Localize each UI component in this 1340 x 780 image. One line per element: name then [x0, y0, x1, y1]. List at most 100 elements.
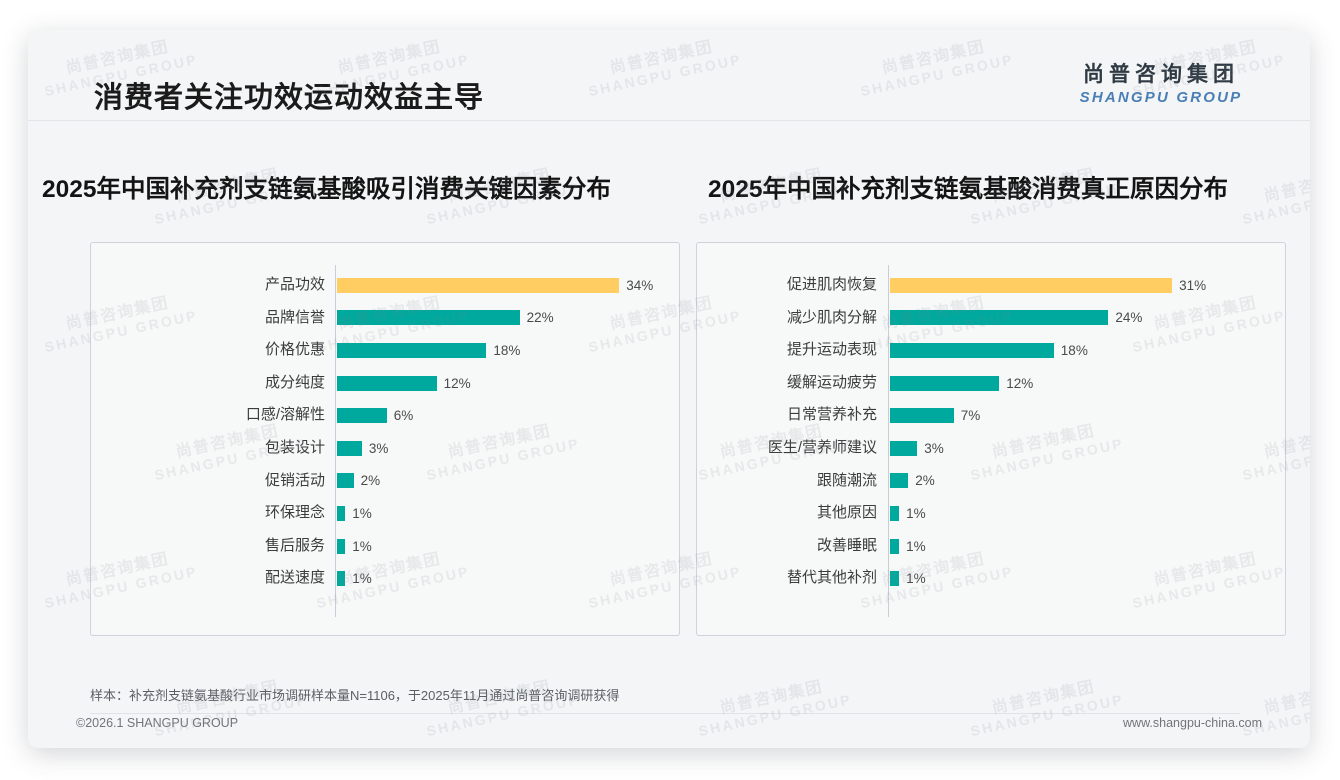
bar — [890, 473, 909, 489]
bar-container: 12% — [890, 367, 1279, 400]
category-label: 环保理念 — [264, 504, 325, 522]
bar — [337, 375, 437, 391]
chart-row: 跟随潮流 2% — [697, 465, 1285, 498]
bar-container: 1% — [890, 497, 1279, 530]
chart-row: 其他原因 1% — [697, 497, 1285, 530]
chart-row: 缓解运动疲劳 12% — [697, 367, 1285, 400]
sample-footnote: 样本：补充剂支链氨基酸行业市场调研样本量N=1106，于2025年11月通过尚普… — [90, 685, 1240, 714]
watermark-line-en: SHANGPU GROUP — [1240, 179, 1310, 228]
chart-title-right: 2025年中国补充剂支链氨基酸消费真正原因分布 — [708, 176, 1229, 203]
category-label: 减少肌肉分解 — [786, 308, 877, 326]
bar-container: 24% — [890, 302, 1279, 335]
bar — [337, 342, 487, 358]
bar — [890, 408, 954, 424]
brand-logo: 尚普咨询集团 SHANGPU GROUP — [1056, 62, 1266, 108]
slide-footer: ©2026.1 SHANGPU GROUP www.shangpu-china.… — [28, 716, 1310, 736]
bar-value-label: 7% — [960, 408, 981, 424]
bar-value-label: 1% — [906, 538, 926, 554]
bar — [890, 375, 1000, 391]
chart-row: 提升运动表现 18% — [697, 334, 1285, 367]
chart-row: 产品功效 34% — [91, 269, 679, 302]
chart-panel-right: 促进肌肉恢复 31% 减少肌肉分解 24% 提升运动表现 18% 缓解运动疲劳 12% 日常营养… — [696, 242, 1286, 636]
chart-axis-right — [888, 265, 889, 617]
bar-container: 2% — [890, 465, 1279, 498]
bar — [337, 408, 387, 424]
chart-row: 品牌信誉 22% — [91, 302, 679, 335]
bar-value-label: 6% — [393, 408, 414, 424]
bar-container: 34% — [337, 269, 673, 302]
bar-value-label: 12% — [443, 375, 471, 391]
watermark-line-cn: 尚普咨询集团 — [1262, 166, 1310, 206]
bar-container: 2% — [337, 465, 673, 498]
bar — [890, 505, 900, 521]
bar-value-label: 12% — [1006, 375, 1034, 391]
category-label: 跟随潮流 — [816, 471, 877, 489]
category-label: 促销活动 — [264, 471, 325, 489]
bar — [337, 505, 346, 521]
website-url[interactable]: www.shangpu-china.com — [1123, 716, 1262, 730]
chart-row: 成分纯度 12% — [91, 367, 679, 400]
bar-container: 22% — [337, 302, 673, 335]
bar-container: 1% — [890, 562, 1279, 595]
bar-value-label: 1% — [352, 505, 372, 521]
chart-row: 减少肌肉分解 24% — [697, 302, 1285, 335]
bar-value-label: 1% — [352, 538, 372, 554]
bar — [890, 440, 918, 456]
bar-value-label: 2% — [915, 473, 935, 489]
bar-container: 18% — [337, 334, 673, 367]
bar — [890, 571, 900, 587]
chart-title-left: 2025年中国补充剂支链氨基酸吸引消费关键因素分布 — [42, 176, 612, 203]
bar-container: 12% — [337, 367, 673, 400]
brand-name-en: SHANGPU GROUP — [1079, 89, 1243, 106]
category-label: 配送速度 — [264, 569, 325, 587]
bar-container: 6% — [337, 399, 673, 432]
copyright-text: ©2026.1 SHANGPU GROUP — [76, 716, 239, 730]
bar — [890, 310, 1109, 326]
bar — [890, 277, 1173, 293]
category-label: 品牌信誉 — [264, 308, 325, 326]
category-label: 其他原因 — [816, 504, 877, 522]
category-label: 口感/溶解性 — [245, 406, 325, 424]
category-label: 售后服务 — [264, 536, 325, 554]
bar — [337, 538, 346, 554]
chart-row: 环保理念 1% — [91, 497, 679, 530]
bar-value-label: 3% — [924, 440, 944, 456]
bar-value-label: 1% — [906, 505, 926, 521]
category-label: 替代其他补剂 — [786, 569, 877, 587]
bar-container: 7% — [890, 399, 1279, 432]
chart-row: 包装设计 3% — [91, 432, 679, 465]
brand-name-cn: 尚普咨询集团 — [1083, 63, 1239, 86]
bar-value-label: 18% — [1060, 342, 1088, 358]
bar-container: 1% — [890, 530, 1279, 563]
bar — [890, 538, 900, 554]
bar — [337, 440, 362, 456]
category-label: 医生/营养师建议 — [767, 438, 877, 456]
bar-value-label: 34% — [626, 277, 654, 293]
bar-container: 1% — [337, 530, 673, 563]
chart-rows-left: 产品功效 34% 品牌信誉 22% 价格优惠 18% 成分纯度 12% 口感/溶解性 6% 包装设计… — [91, 269, 679, 595]
category-label: 包装设计 — [264, 438, 325, 456]
bar-value-label: 1% — [906, 571, 926, 587]
category-label: 促进肌肉恢复 — [786, 276, 877, 293]
slide-header: 消费者关注功效运动效益主导 尚普咨询集团 SHANGPU GROUP — [28, 30, 1310, 121]
bar-value-label: 18% — [493, 342, 521, 358]
bar-container: 3% — [337, 432, 673, 465]
chart-row: 改善睡眠 1% — [697, 530, 1285, 563]
bar — [337, 310, 520, 326]
chart-row: 售后服务 1% — [91, 530, 679, 563]
bar-container: 1% — [337, 562, 673, 595]
category-label: 产品功效 — [264, 276, 325, 293]
chart-row: 口感/溶解性 6% — [91, 399, 679, 432]
page-title: 消费者关注功效运动效益主导 — [94, 82, 485, 114]
chart-axis-left — [335, 265, 336, 617]
chart-row: 配送速度 1% — [91, 562, 679, 595]
bar-value-label: 31% — [1179, 277, 1207, 293]
category-label: 价格优惠 — [264, 341, 325, 359]
bar-value-label: 2% — [360, 473, 381, 489]
bar-container: 1% — [337, 497, 673, 530]
chart-row: 促进肌肉恢复 31% — [697, 269, 1285, 302]
bar-container: 3% — [890, 432, 1279, 465]
chart-row: 替代其他补剂 1% — [697, 562, 1285, 595]
category-label: 缓解运动疲劳 — [786, 373, 877, 391]
